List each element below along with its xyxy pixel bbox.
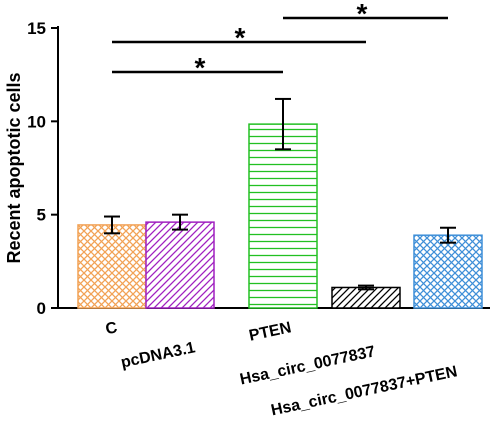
- significance-star: *: [235, 22, 246, 53]
- y-tick-label: 5: [37, 206, 46, 225]
- significance-star: *: [357, 0, 368, 29]
- y-tick-label: 10: [27, 112, 46, 131]
- bar: [413, 234, 483, 309]
- y-tick-label: 0: [37, 299, 46, 318]
- significance-star: *: [195, 52, 206, 83]
- error-bar: [440, 226, 456, 244]
- error-bar: [358, 284, 374, 291]
- error-bar: [275, 97, 291, 151]
- y-axis-label: Recent apoptotic cells: [4, 72, 24, 263]
- error-bar: [104, 215, 120, 235]
- x-tick-label: PTEN: [248, 319, 293, 345]
- x-tick-label: C: [104, 319, 119, 338]
- x-tick-label: Hsa_circ_0077837: [238, 343, 377, 388]
- bar: [248, 123, 318, 309]
- bar: [331, 286, 401, 309]
- bar: [145, 221, 215, 309]
- bar: [77, 224, 147, 309]
- x-tick-label: pcDNA3.1: [119, 339, 197, 371]
- y-tick-label: 15: [27, 19, 46, 38]
- error-bar: [172, 213, 188, 231]
